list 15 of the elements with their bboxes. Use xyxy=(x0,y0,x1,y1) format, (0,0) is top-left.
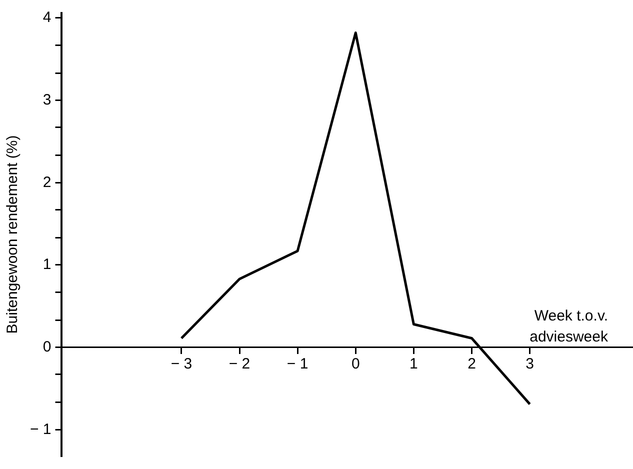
y-tick-label: 3 xyxy=(42,91,52,108)
x-tick-label: 1 xyxy=(410,355,418,372)
y-tick-label: 4 xyxy=(42,9,52,26)
x-tick-label: − 1 xyxy=(286,355,308,372)
x-tick-label: − 2 xyxy=(228,355,250,372)
y-axis-title: Buitengewoon rendement (%) xyxy=(4,135,22,334)
x-axis-title: Week t.o.v. adviesweek xyxy=(530,307,608,346)
y-tick-label: 0 xyxy=(42,338,52,356)
x-tick-label: 0 xyxy=(351,355,360,372)
x-tick-label: 3 xyxy=(526,355,534,372)
y-tick-label: − 1 xyxy=(30,420,52,438)
x-tick-label: 2 xyxy=(468,355,476,372)
y-tick-label: 1 xyxy=(42,256,52,274)
y-tick-label: 2 xyxy=(42,174,52,191)
x-tick-label: − 3 xyxy=(170,355,192,372)
